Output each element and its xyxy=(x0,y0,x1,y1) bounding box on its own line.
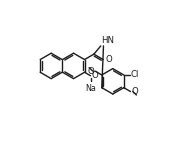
Text: Na: Na xyxy=(85,84,96,93)
Text: O: O xyxy=(131,87,138,96)
Text: Cl: Cl xyxy=(131,70,139,79)
Text: O: O xyxy=(88,67,94,76)
Text: O: O xyxy=(106,55,113,64)
Text: O: O xyxy=(91,71,98,80)
Text: HN: HN xyxy=(101,36,115,45)
